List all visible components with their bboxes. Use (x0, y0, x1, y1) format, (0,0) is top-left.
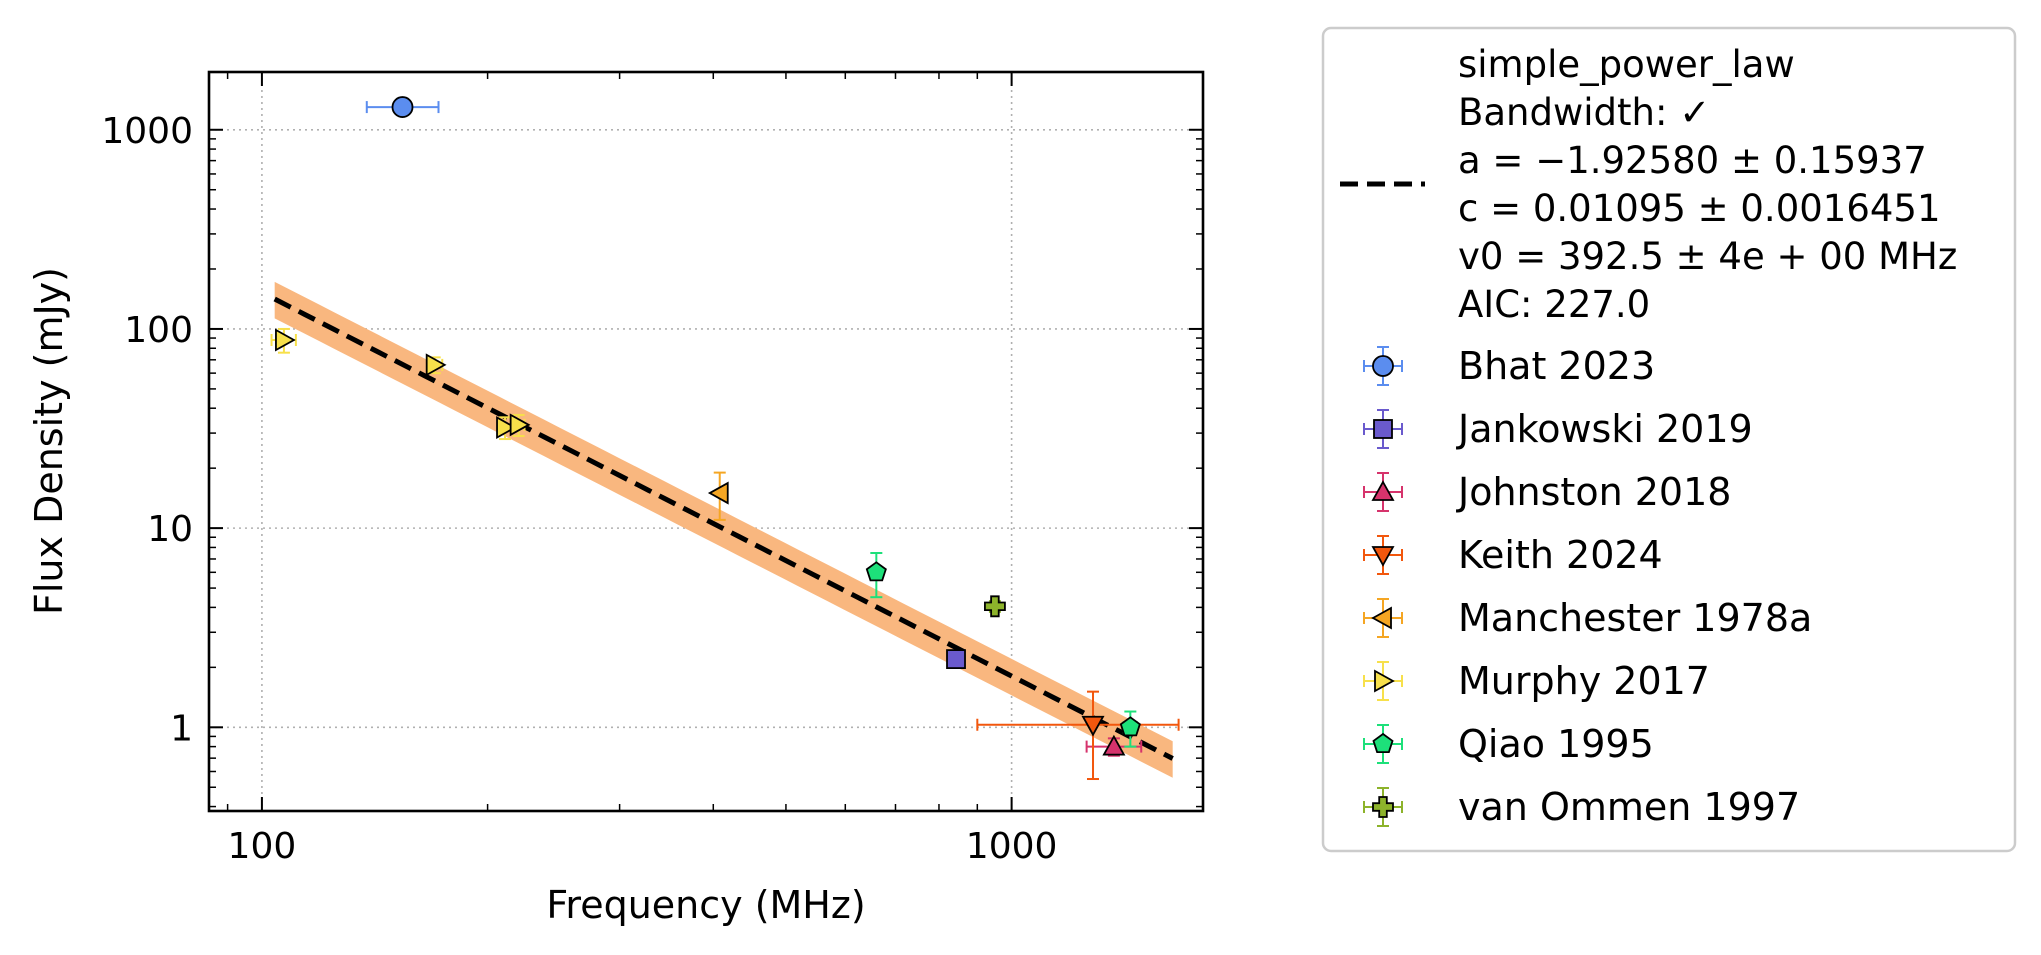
data-series (270, 96, 1180, 781)
legend-entry: Qiao 1995 (1363, 722, 1654, 766)
y-tick-label: 1 (170, 708, 193, 749)
fit-band (274, 281, 1173, 778)
fit-line (273, 296, 1174, 761)
legend: simple_power_law Bandwidth: ✓ a = −1.92580… (1321, 26, 2017, 853)
series-van-ommen-1997 (984, 595, 1006, 618)
legend-label: van Ommen 1997 (1458, 785, 1800, 829)
data-point (946, 649, 966, 669)
fit-uncertainty-band (274, 281, 1173, 778)
legend-marker (1372, 796, 1394, 818)
legend-entry: Johnston 2018 (1363, 470, 1731, 514)
y-axis-label: Flux Density (mJy) (27, 267, 71, 615)
legend-fit-label: c = 0.01095 ± 0.0016451 (1458, 187, 1940, 230)
data-point (984, 595, 1006, 618)
data-point (425, 353, 447, 377)
legend-label: Manchester 1978a (1458, 596, 1812, 640)
series-jankowski-2019 (946, 649, 966, 669)
legend-entry-fit: simple_power_law Bandwidth: ✓ a = −1.92580… (1340, 43, 1957, 326)
legend-marker (1374, 669, 1395, 693)
legend-marker (1371, 606, 1392, 630)
series-bhat-2023 (365, 96, 440, 118)
legend-marker (1371, 546, 1395, 567)
grid-lines (209, 72, 1203, 811)
legend-marker (1373, 419, 1393, 439)
data-point (707, 481, 729, 505)
series-manchester-1978a (707, 471, 729, 521)
series-qiao-1995 (865, 552, 1141, 748)
axis-ticks: 100 1000 1 10 100 1000 (101, 72, 1203, 867)
data-point (1119, 716, 1141, 737)
plot-frame (207, 70, 1205, 813)
x-tick-label: 100 (228, 826, 297, 867)
legend-box (1321, 26, 2017, 853)
legend-entry: Murphy 2017 (1363, 659, 1710, 703)
legend-entry: van Ommen 1997 (1363, 785, 1800, 829)
legend-entry: Manchester 1978a (1363, 596, 1812, 640)
legend-entry: Keith 2024 (1363, 533, 1663, 577)
data-point (1102, 734, 1126, 756)
legend-label: Keith 2024 (1458, 533, 1663, 577)
legend-label: Johnston 2018 (1456, 470, 1731, 514)
legend-label: Qiao 1995 (1458, 722, 1654, 766)
legend-label: Bhat 2023 (1458, 344, 1655, 388)
x-tick-label: 1000 (966, 826, 1058, 867)
legend-label: Murphy 2017 (1458, 659, 1710, 703)
y-tick-label: 10 (147, 509, 193, 550)
data-point (509, 413, 531, 437)
legend-marker (1371, 480, 1395, 501)
legend-marker (1372, 732, 1394, 753)
series-keith-2024 (976, 690, 1180, 781)
legend-fit-label: v0 = 392.5 ± 4e + 00 MHz (1458, 235, 1957, 278)
y-tick-label: 100 (124, 310, 193, 351)
legend-fit-label: AIC: 227.0 (1458, 283, 1650, 326)
legend-marker (1372, 355, 1394, 377)
data-point (1081, 715, 1105, 737)
legend-fit-label: Bandwidth: ✓ (1458, 91, 1710, 134)
y-tick-label: 1000 (101, 111, 193, 152)
x-axis-label: Frequency (MHz) (546, 883, 865, 927)
data-point (275, 328, 296, 352)
series-murphy-2017 (270, 327, 531, 441)
legend-fit-label: a = −1.92580 ± 0.15937 (1458, 139, 1927, 182)
legend-label: Jankowski 2019 (1456, 407, 1753, 451)
data-point (391, 96, 414, 118)
data-point (865, 561, 887, 582)
legend-entry: Jankowski 2019 (1363, 407, 1753, 451)
legend-fit-label: simple_power_law (1458, 43, 1795, 86)
fit-line-path (273, 296, 1174, 761)
legend-entry: Bhat 2023 (1363, 344, 1655, 388)
data-point (496, 415, 517, 440)
